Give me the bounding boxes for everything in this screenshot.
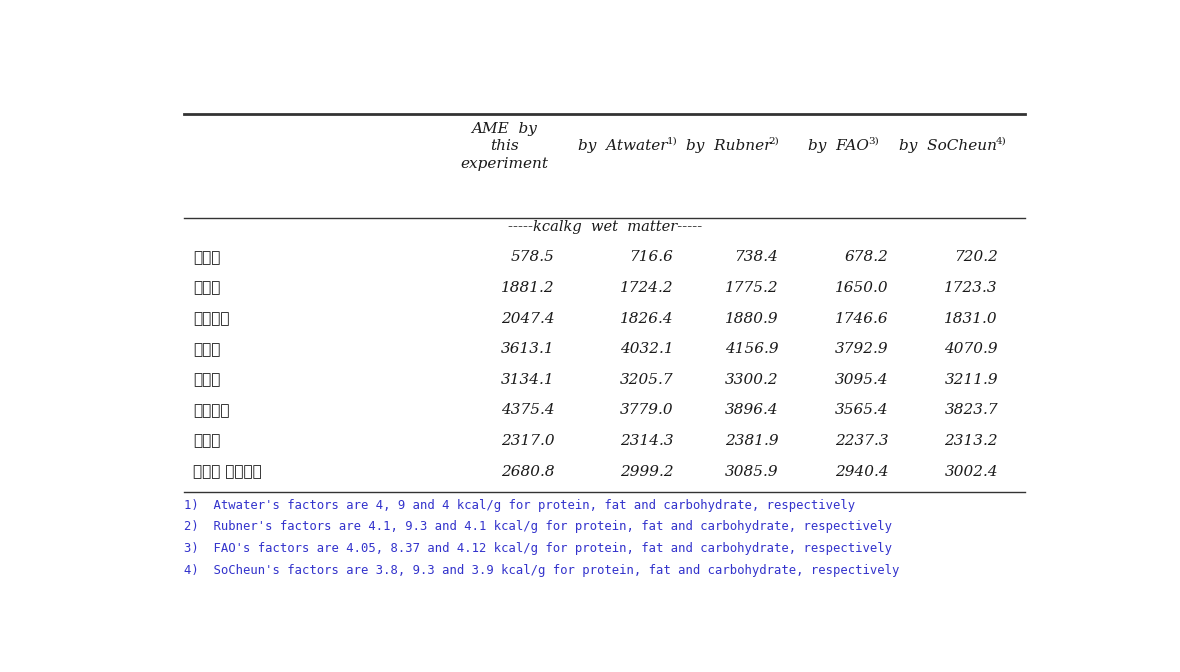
Text: 삼격살: 삼격살 <box>194 341 221 357</box>
Text: 678.2: 678.2 <box>845 251 889 264</box>
Text: 햄버거: 햄버거 <box>194 433 221 448</box>
Text: 2): 2) <box>768 136 779 146</box>
Text: 불고기: 불고기 <box>194 280 221 296</box>
Text: experiment: experiment <box>460 157 549 171</box>
Text: 2381.9: 2381.9 <box>725 434 779 448</box>
Text: 4070.9: 4070.9 <box>944 342 998 356</box>
Text: 720.2: 720.2 <box>955 251 998 264</box>
Text: 2314.3: 2314.3 <box>620 434 674 448</box>
Text: 716.6: 716.6 <box>629 251 674 264</box>
Text: 1724.2: 1724.2 <box>620 281 674 295</box>
Text: 3896.4: 3896.4 <box>725 403 779 417</box>
Text: 1723.3: 1723.3 <box>944 281 998 295</box>
Text: 3095.4: 3095.4 <box>834 373 889 387</box>
Text: 2680.8: 2680.8 <box>500 464 555 478</box>
Text: this: this <box>490 139 518 153</box>
Text: -----kcalkg  wet  matter-----: -----kcalkg wet matter----- <box>507 220 702 234</box>
Text: 4156.9: 4156.9 <box>725 342 779 356</box>
Text: 3)  FAO's factors are 4.05, 8.37 and 4.12 kcal/g for protein, fat and carbohydra: 3) FAO's factors are 4.05, 8.37 and 4.12… <box>184 542 892 555</box>
Text: 4): 4) <box>995 136 1007 146</box>
Text: 제육볶음: 제육볶음 <box>194 311 230 326</box>
Text: 4)  SoCheun's factors are 3.8, 9.3 and 3.9 kcal/g for protein, fat and carbohydr: 4) SoCheun's factors are 3.8, 9.3 and 3.… <box>184 564 899 577</box>
Text: 3300.2: 3300.2 <box>725 373 779 387</box>
Text: 1)  Atwater's factors are 4, 9 and 4 kcal/g for protein, fat and carbohydrate, r: 1) Atwater's factors are 4, 9 and 4 kcal… <box>184 499 856 512</box>
Text: 3211.9: 3211.9 <box>944 373 998 387</box>
Text: 2999.2: 2999.2 <box>620 464 674 478</box>
Text: 1775.2: 1775.2 <box>725 281 779 295</box>
Text: 돈가스: 돈가스 <box>194 372 221 387</box>
Text: by  Atwater: by Atwater <box>578 139 668 153</box>
Text: 4032.1: 4032.1 <box>620 342 674 356</box>
Text: 3779.0: 3779.0 <box>620 403 674 417</box>
Text: by  Rubner: by Rubner <box>686 139 771 153</box>
Text: 578.5: 578.5 <box>511 251 555 264</box>
Text: 2237.3: 2237.3 <box>834 434 889 448</box>
Text: 2940.4: 2940.4 <box>834 464 889 478</box>
Text: 3085.9: 3085.9 <box>725 464 779 478</box>
Text: 3134.1: 3134.1 <box>500 373 555 387</box>
Text: 3792.9: 3792.9 <box>834 342 889 356</box>
Text: 3002.4: 3002.4 <box>944 464 998 478</box>
Text: 1880.9: 1880.9 <box>725 312 779 325</box>
Text: 3205.7: 3205.7 <box>620 373 674 387</box>
Text: 1826.4: 1826.4 <box>620 312 674 325</box>
Text: 3565.4: 3565.4 <box>834 403 889 417</box>
Text: 4375.4: 4375.4 <box>500 403 555 417</box>
Text: AME  by: AME by <box>471 122 537 136</box>
Text: 3613.1: 3613.1 <box>500 342 555 356</box>
Text: by  SoCheun: by SoCheun <box>899 139 997 153</box>
Text: 2047.4: 2047.4 <box>500 312 555 325</box>
Text: 2)  Rubner's factors are 4.1, 9.3 and 4.1 kcal/g for protein, fat and carbohydra: 2) Rubner's factors are 4.1, 9.3 and 4.1… <box>184 520 892 534</box>
Text: 2313.2: 2313.2 <box>944 434 998 448</box>
Text: 3823.7: 3823.7 <box>944 403 998 417</box>
Text: 738.4: 738.4 <box>735 251 779 264</box>
Text: 1650.0: 1650.0 <box>834 281 889 295</box>
Text: 1881.2: 1881.2 <box>500 281 555 295</box>
Text: 1831.0: 1831.0 <box>944 312 998 325</box>
Text: 갈비탕: 갈비탕 <box>194 250 221 265</box>
Text: by  FAO: by FAO <box>807 139 868 153</box>
Text: 스테이크: 스테이크 <box>194 403 230 418</box>
Text: 3): 3) <box>868 136 879 146</box>
Text: 2317.0: 2317.0 <box>500 434 555 448</box>
Text: 1746.6: 1746.6 <box>834 312 889 325</box>
Text: 프렌치 프라이드: 프렌치 프라이드 <box>194 464 262 479</box>
Text: 1): 1) <box>667 136 677 146</box>
